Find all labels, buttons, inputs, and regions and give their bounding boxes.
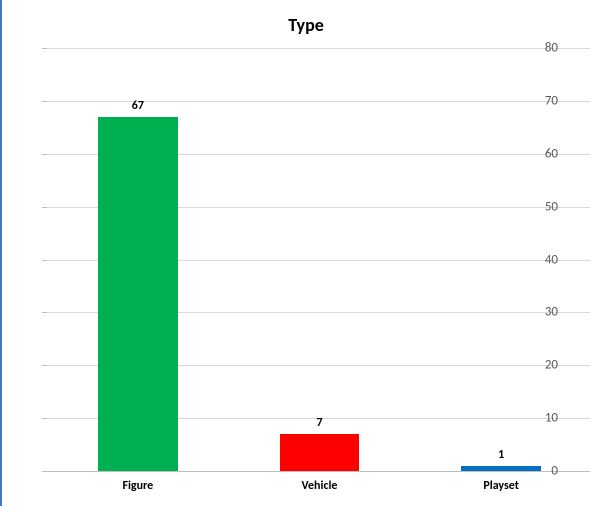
bar-value-label: 1 <box>461 448 541 462</box>
x-axis-label: Vehicle <box>302 479 338 493</box>
bar-value-label: 7 <box>280 416 360 430</box>
bar: 67 <box>98 117 178 471</box>
x-axis-line <box>47 471 590 472</box>
bar-value-label: 67 <box>98 99 178 113</box>
bars-area: 67 7 1 <box>47 48 590 471</box>
bar: 1 <box>461 466 541 471</box>
x-axis-label: Figure <box>122 479 153 493</box>
x-axis-label: Playset <box>483 479 519 493</box>
y-tick-mark <box>42 471 47 472</box>
chart-container: Type 01020304050607080 6771 FigureVehicl… <box>0 0 610 506</box>
bar: 7 <box>280 434 360 471</box>
chart-title: Type <box>2 0 610 46</box>
